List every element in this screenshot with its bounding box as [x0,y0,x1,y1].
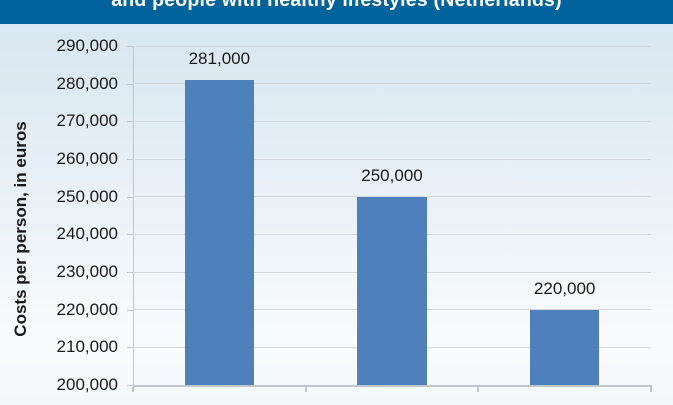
y-tick-label: 210,000 [56,337,118,357]
y-tick-label: 230,000 [56,262,118,281]
y-tick-label: 240,000 [56,224,118,244]
y-axis-tick [127,347,133,349]
y-tick-label: 260,000 [56,149,118,168]
y-tick-label: 220,000 [56,299,118,319]
y-tick-label: 270,000 [56,111,118,131]
y-axis-tick [127,385,133,386]
y-axis-tick [127,121,133,123]
y-axis-tick [127,234,133,236]
y-axis-tick [127,309,133,311]
gridline [133,45,651,47]
x-axis-tick [477,387,480,392]
gridline [133,196,651,198]
x-axis-line [133,385,652,387]
y-tick-label: 200,000 [56,375,118,394]
bar-data-label: 281,000 [188,48,251,68]
y-axis-line [133,46,134,385]
chart-title: and people with healthy lifestyles (Neth… [111,0,562,11]
plot-area: 281,000 250,000 220,000 [133,45,651,385]
gridline [133,158,651,160]
gridline [133,120,651,122]
y-axis-tick [127,272,133,273]
y-axis-tick [127,196,133,198]
y-tick-label: 280,000 [56,73,118,93]
y-axis-tick [127,83,133,85]
bar [357,196,427,385]
bar [530,309,600,385]
x-axis-tick [132,387,134,392]
gridline [133,83,651,85]
y-axis-tick [127,46,133,47]
chart-title-bar: and people with healthy lifestyles (Neth… [0,0,673,24]
x-axis-tick [650,387,652,392]
y-tick-label: 290,000 [56,36,118,55]
bar [184,79,254,385]
bar-data-label: 250,000 [361,165,423,185]
y-tick-label: 250,000 [56,186,118,206]
x-axis-tick [304,387,307,392]
y-axis-tick [127,159,133,160]
bar-data-label: 220,000 [533,278,596,298]
